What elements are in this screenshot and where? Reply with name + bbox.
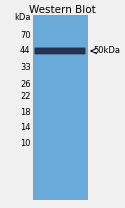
Text: 14: 14 xyxy=(20,123,31,132)
Text: 10: 10 xyxy=(20,139,31,148)
Text: kDa: kDa xyxy=(14,13,31,22)
Bar xyxy=(32,15,88,200)
FancyBboxPatch shape xyxy=(34,47,86,54)
Text: 22: 22 xyxy=(20,92,31,101)
Text: 70: 70 xyxy=(20,31,31,40)
Text: 18: 18 xyxy=(20,108,31,117)
Text: 26: 26 xyxy=(20,80,31,89)
Text: 50kDa: 50kDa xyxy=(94,46,121,56)
Text: Western Blot: Western Blot xyxy=(29,5,96,15)
Text: 44: 44 xyxy=(20,46,31,56)
Text: 33: 33 xyxy=(20,63,31,72)
